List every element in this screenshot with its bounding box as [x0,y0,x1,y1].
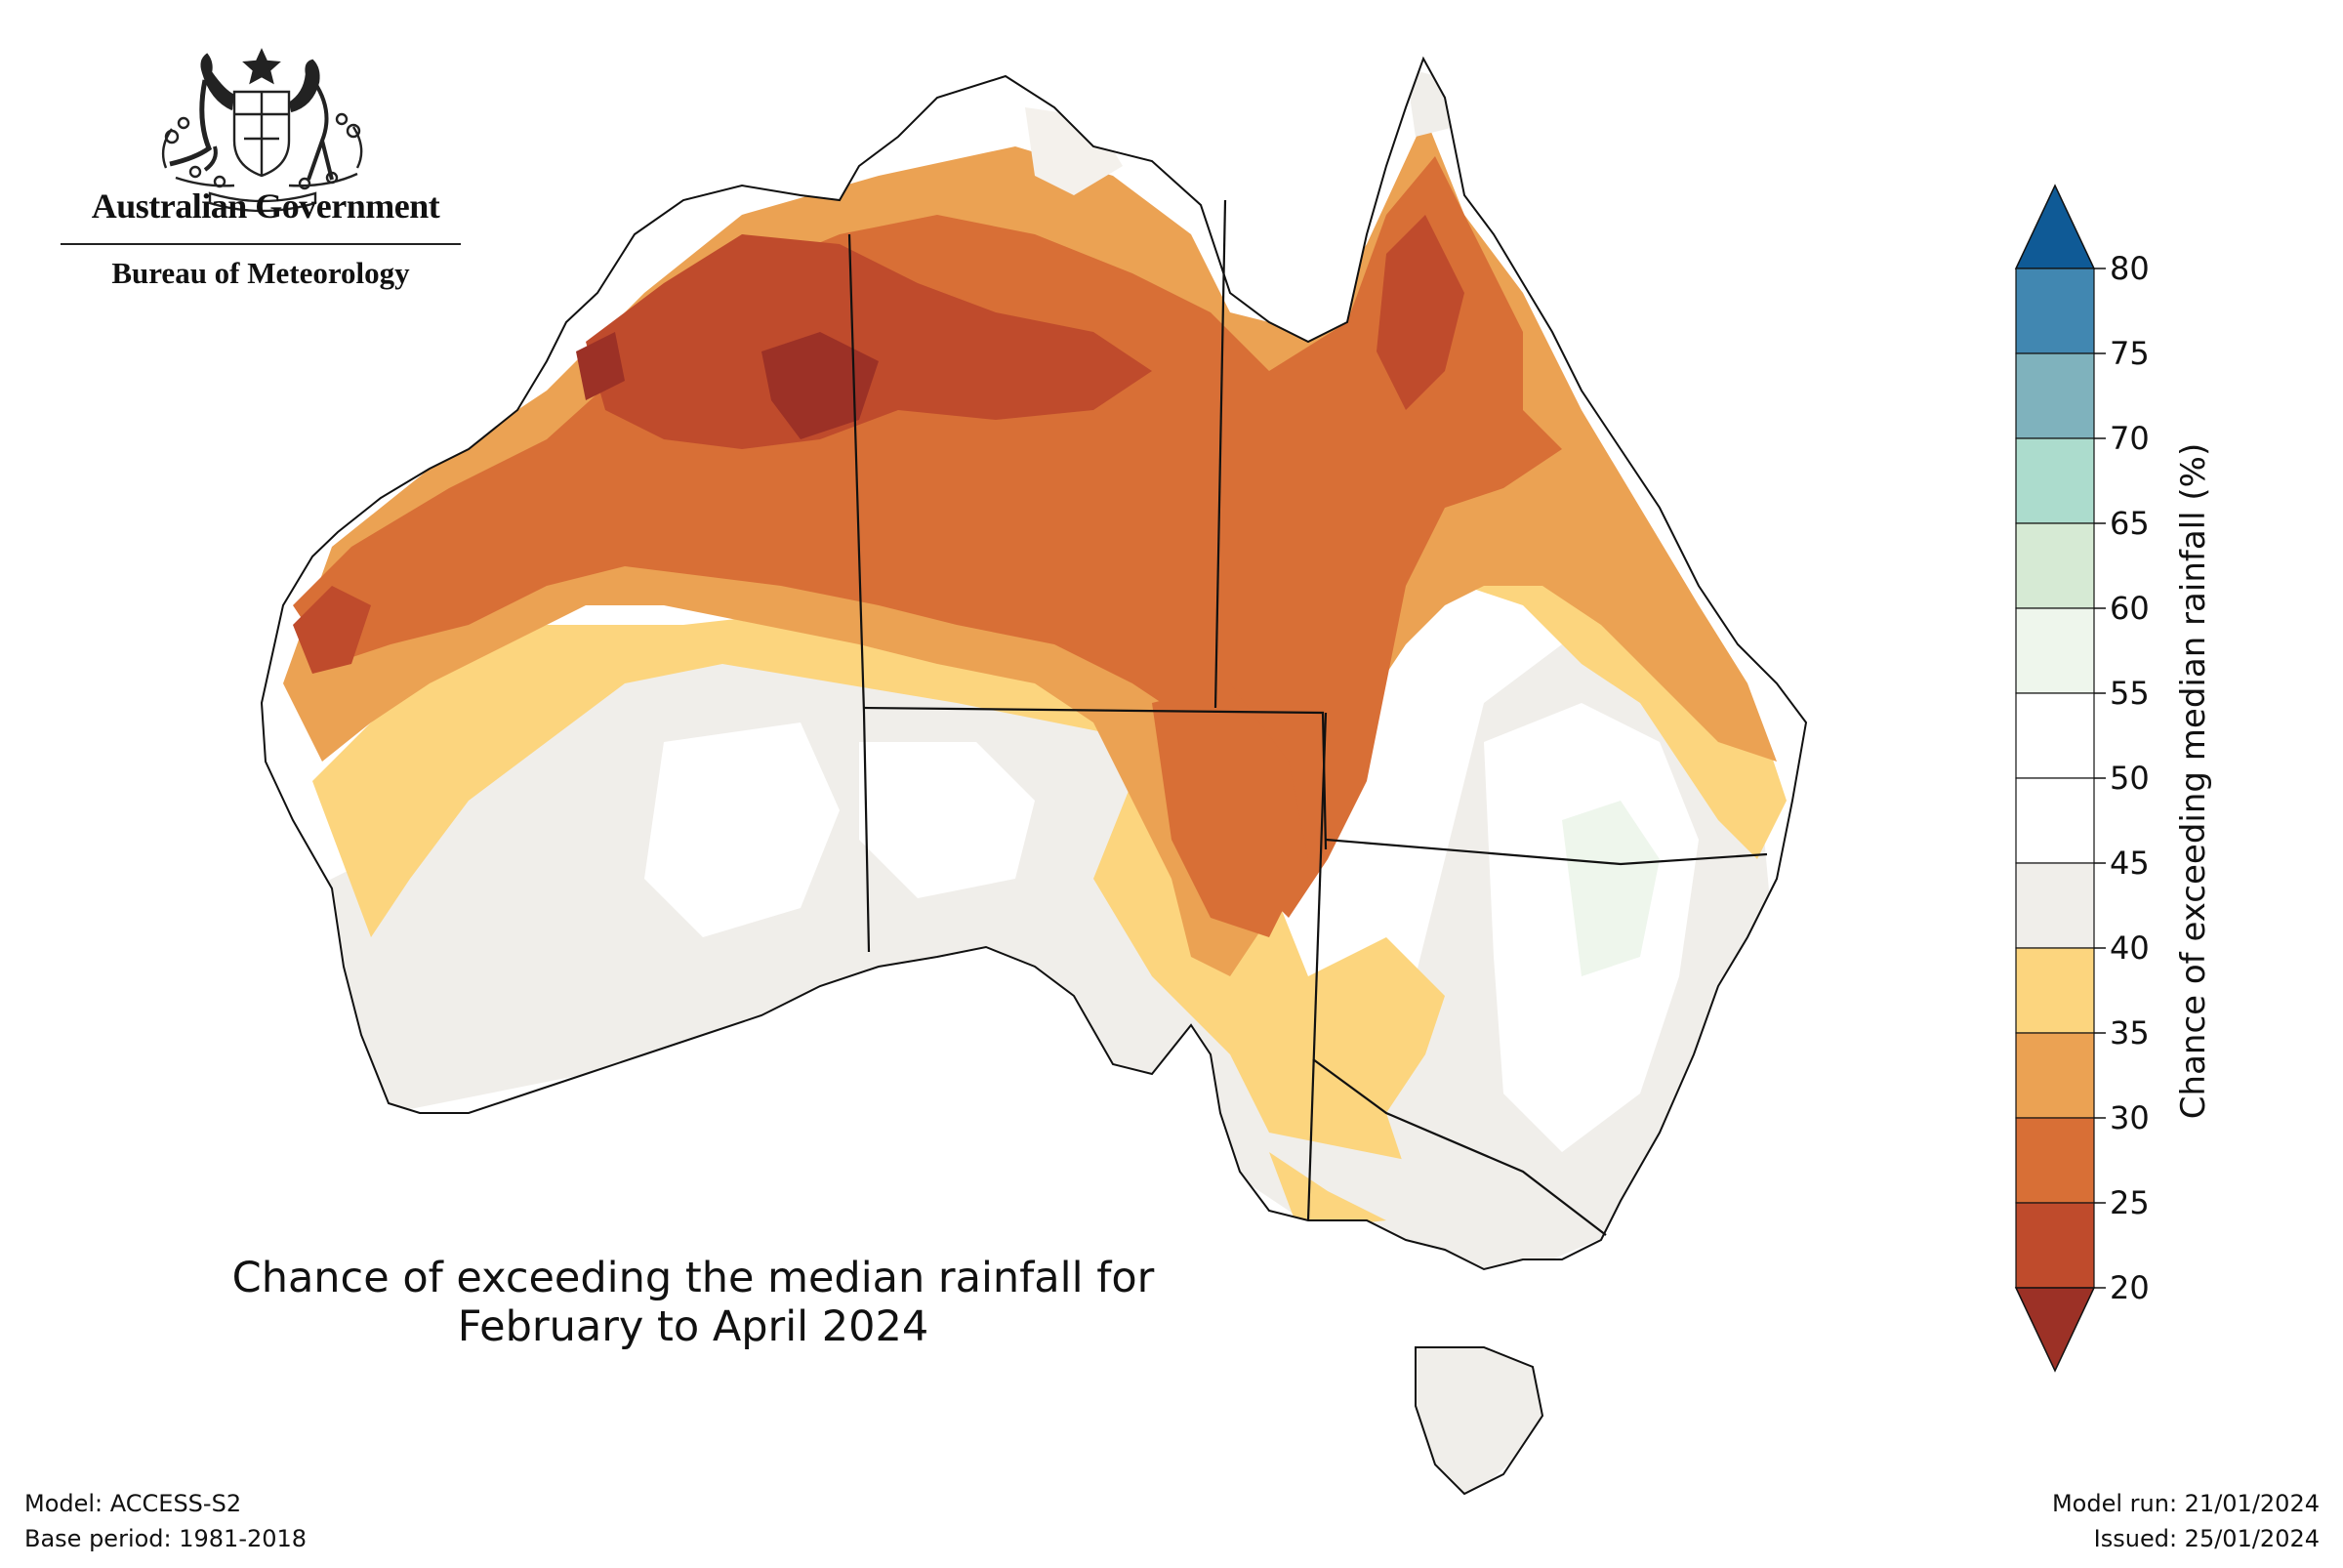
model-run-date: Model run: 21/01/2024 [2051,1490,2320,1517]
colorbar-tick-label: 40 [2110,929,2150,967]
colorbar-ticks: 80 75 70 65 60 55 50 45 40 35 30 25 20 [2094,250,2150,1306]
colorbar-tick-label: 75 [2110,335,2150,372]
map-title: Chance of exceeding the median rainfall … [137,1254,1250,1351]
bureau-name: Bureau of Meteorology [111,256,410,290]
colorbar-tick-label: 25 [2110,1184,2150,1221]
colorbar-swatch-25_30 [2015,1117,2095,1204]
colorbar-swatch-40_45 [2015,862,2095,949]
colorbar-tick-label: 65 [2110,505,2150,542]
colorbar-tick-label: 35 [2110,1014,2150,1052]
issued-date: Issued: 25/01/2024 [2093,1525,2320,1552]
colorbar-swatch-60_65 [2015,522,2095,609]
coat-of-arms-logo [161,48,363,213]
run-info: Model run: 21/01/2024 Issued: 25/01/2024 [2052,1486,2320,1556]
colorbar-arrow-above-80 [2014,184,2096,269]
government-name: Australian Government [91,186,440,226]
base-period: Base period: 1981-2018 [24,1525,308,1552]
colorbar-swatch-30_35 [2015,1032,2095,1119]
model-name: Model: ACCESS-S2 [24,1490,242,1517]
colorbar-swatch-35_40 [2015,947,2095,1034]
map-title-line-2: February to April 2024 [457,1302,929,1351]
colorbar-tick-label: 45 [2110,845,2150,882]
colorbar-swatches [2014,184,2096,1373]
colorbar-arrow-below-20 [2014,1287,2096,1373]
colorbar-tick-label: 50 [2110,760,2150,797]
colorbar-tick-label: 55 [2110,675,2150,712]
colorbar-swatch-65_70 [2015,437,2095,524]
colorbar-swatch-70_75 [2015,352,2095,439]
colorbar-tick-label: 60 [2110,590,2150,627]
colorbar-tick-label: 20 [2110,1269,2150,1306]
colorbar-tick-label: 80 [2110,250,2150,287]
colorbar-tick-label: 30 [2110,1099,2150,1136]
map-title-line-1: Chance of exceeding the median rainfall … [231,1254,1155,1302]
colorbar-swatch-45_50 [2015,777,2095,864]
colorbar-legend: 80 75 70 65 60 55 50 45 40 35 30 25 20 [2014,184,2150,1373]
colorbar-tick-label: 70 [2110,420,2150,457]
colorbar-swatch-50_55 [2015,692,2095,779]
colorbar-label: Chance of exceeding median rainfall (%) [2174,442,2213,1120]
colorbar-swatch-20_25 [2015,1202,2095,1289]
colorbar-swatch-75_80 [2015,268,2095,354]
colorbar-swatch-55_60 [2015,607,2095,694]
header-divider [61,243,461,245]
model-info: Model: ACCESS-S2 Base period: 1981-2018 [24,1486,307,1556]
